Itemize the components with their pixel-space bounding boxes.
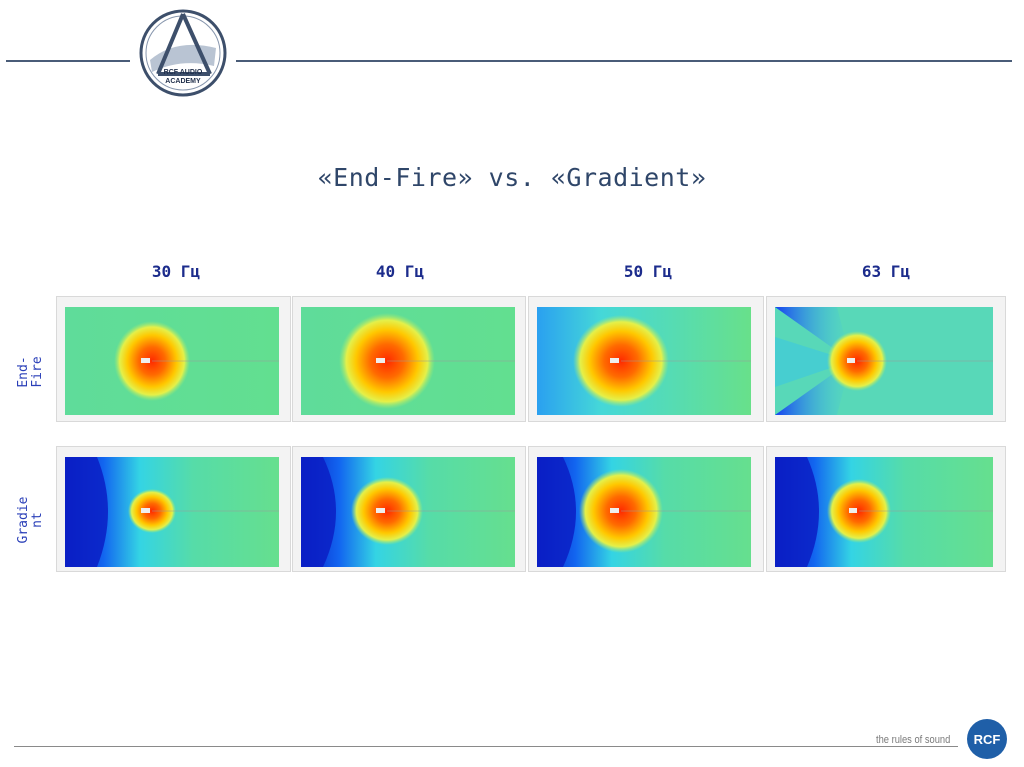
end-fire-63hz-plot <box>766 296 1006 422</box>
slide-title: «End-Fire» vs. «Gradient» <box>317 163 707 192</box>
rcf-badge-text: RCF <box>974 732 1001 747</box>
column-label-63hz: 63 Гц <box>861 262 911 281</box>
gradient-40hz-plot <box>292 446 526 572</box>
gradient-30hz-plot <box>56 446 291 572</box>
gradient-63hz-plot <box>766 446 1006 572</box>
end-fire-30hz-plot <box>56 296 291 422</box>
rcf-academy-logo: RCF AUDIO ACADEMY <box>139 9 227 97</box>
logo-text-2: ACADEMY <box>165 78 201 85</box>
column-label-50hz: 50 Гц <box>623 262 673 281</box>
row-label-gradient: Gradie nt <box>16 496 45 544</box>
rcf-brand-badge: RCF <box>967 719 1007 759</box>
end-fire-50hz-plot <box>528 296 764 422</box>
logo-text-1: RCF AUDIO <box>164 69 203 76</box>
column-label-30hz: 30 Гц <box>151 262 201 281</box>
gradient-50hz-plot <box>528 446 764 572</box>
header-rule-left <box>6 60 130 62</box>
footer-tagline: the rules of sound <box>876 734 951 746</box>
column-label-40hz: 40 Гц <box>375 262 425 281</box>
row-label-end-fire: End- Fire <box>16 356 45 388</box>
header-rule-right <box>236 60 1012 62</box>
footer-rule <box>14 746 958 747</box>
end-fire-40hz-plot <box>292 296 526 422</box>
